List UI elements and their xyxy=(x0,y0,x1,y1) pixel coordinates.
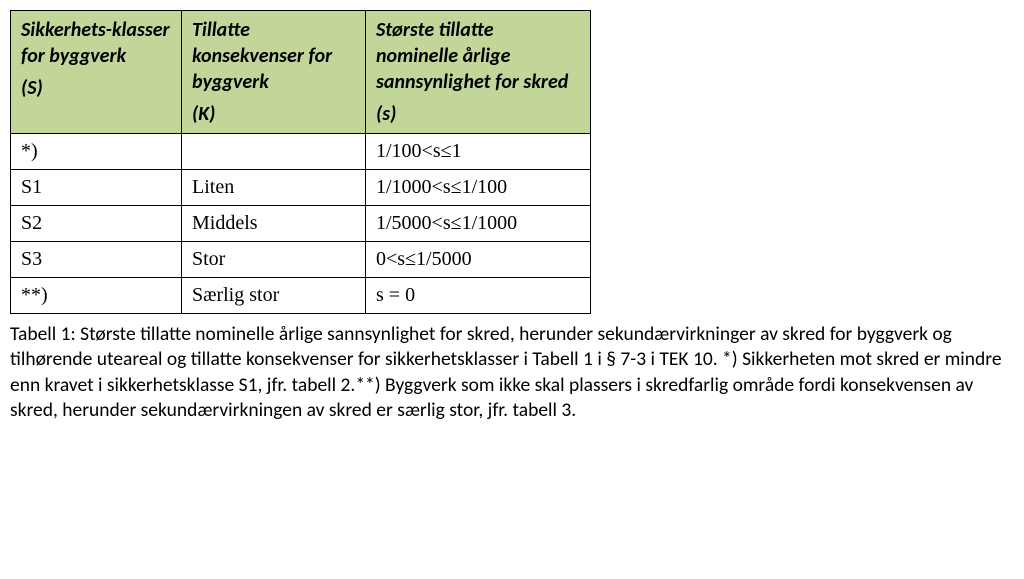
col-header-1: Sikkerhets-klasser for byggverk (S) xyxy=(11,11,182,134)
table-cell: 1/100<s≤1 xyxy=(366,134,591,170)
table-row: **)Særlig stors = 0 xyxy=(11,278,591,314)
col-header-1-title: Sikkerhets-klasser for byggverk xyxy=(21,18,170,68)
table-cell: Liten xyxy=(182,170,366,206)
table-row: *) 1/100<s≤1 xyxy=(11,134,591,170)
safety-class-table: Sikkerhets-klasser for byggverk (S) Till… xyxy=(10,10,591,314)
table-cell: S3 xyxy=(11,242,182,278)
table-cell: *) xyxy=(11,134,182,170)
table-header-row: Sikkerhets-klasser for byggverk (S) Till… xyxy=(11,11,591,134)
table-body: *)1/100<s≤1S1Liten1/1000<s≤1/100S2Middel… xyxy=(11,134,591,314)
table-cell: **) xyxy=(11,278,182,314)
table-row: S3Stor0<s≤1/5000 xyxy=(11,242,591,278)
col-header-1-sub: (S) xyxy=(21,75,171,101)
col-header-2-title: Tillatte konsekvenser for byggverk xyxy=(192,18,332,94)
col-header-2: Tillatte konsekvenser for byggverk (K) xyxy=(182,11,366,134)
table-caption: Tabell 1: Største tillatte nominelle årl… xyxy=(10,322,1014,423)
table-cell: S1 xyxy=(11,170,182,206)
table-cell: Middels xyxy=(182,206,366,242)
table-row: S1Liten1/1000<s≤1/100 xyxy=(11,170,591,206)
col-header-3-sub: (s) xyxy=(376,101,580,127)
table-cell xyxy=(182,134,366,170)
table-cell: 1/1000<s≤1/100 xyxy=(366,170,591,206)
col-header-3: Største tillatte nominelle årlige sannsy… xyxy=(366,11,591,134)
table-cell: 0<s≤1/5000 xyxy=(366,242,591,278)
col-header-2-sub: (K) xyxy=(192,101,355,127)
col-header-3-title: Største tillatte nominelle årlige sannsy… xyxy=(376,18,568,94)
table-cell: S2 xyxy=(11,206,182,242)
table-cell: 1/5000<s≤1/1000 xyxy=(366,206,591,242)
table-cell: Særlig stor xyxy=(182,278,366,314)
table-cell: Stor xyxy=(182,242,366,278)
table-row: S2Middels1/5000<s≤1/1000 xyxy=(11,206,591,242)
table-cell: s = 0 xyxy=(366,278,591,314)
